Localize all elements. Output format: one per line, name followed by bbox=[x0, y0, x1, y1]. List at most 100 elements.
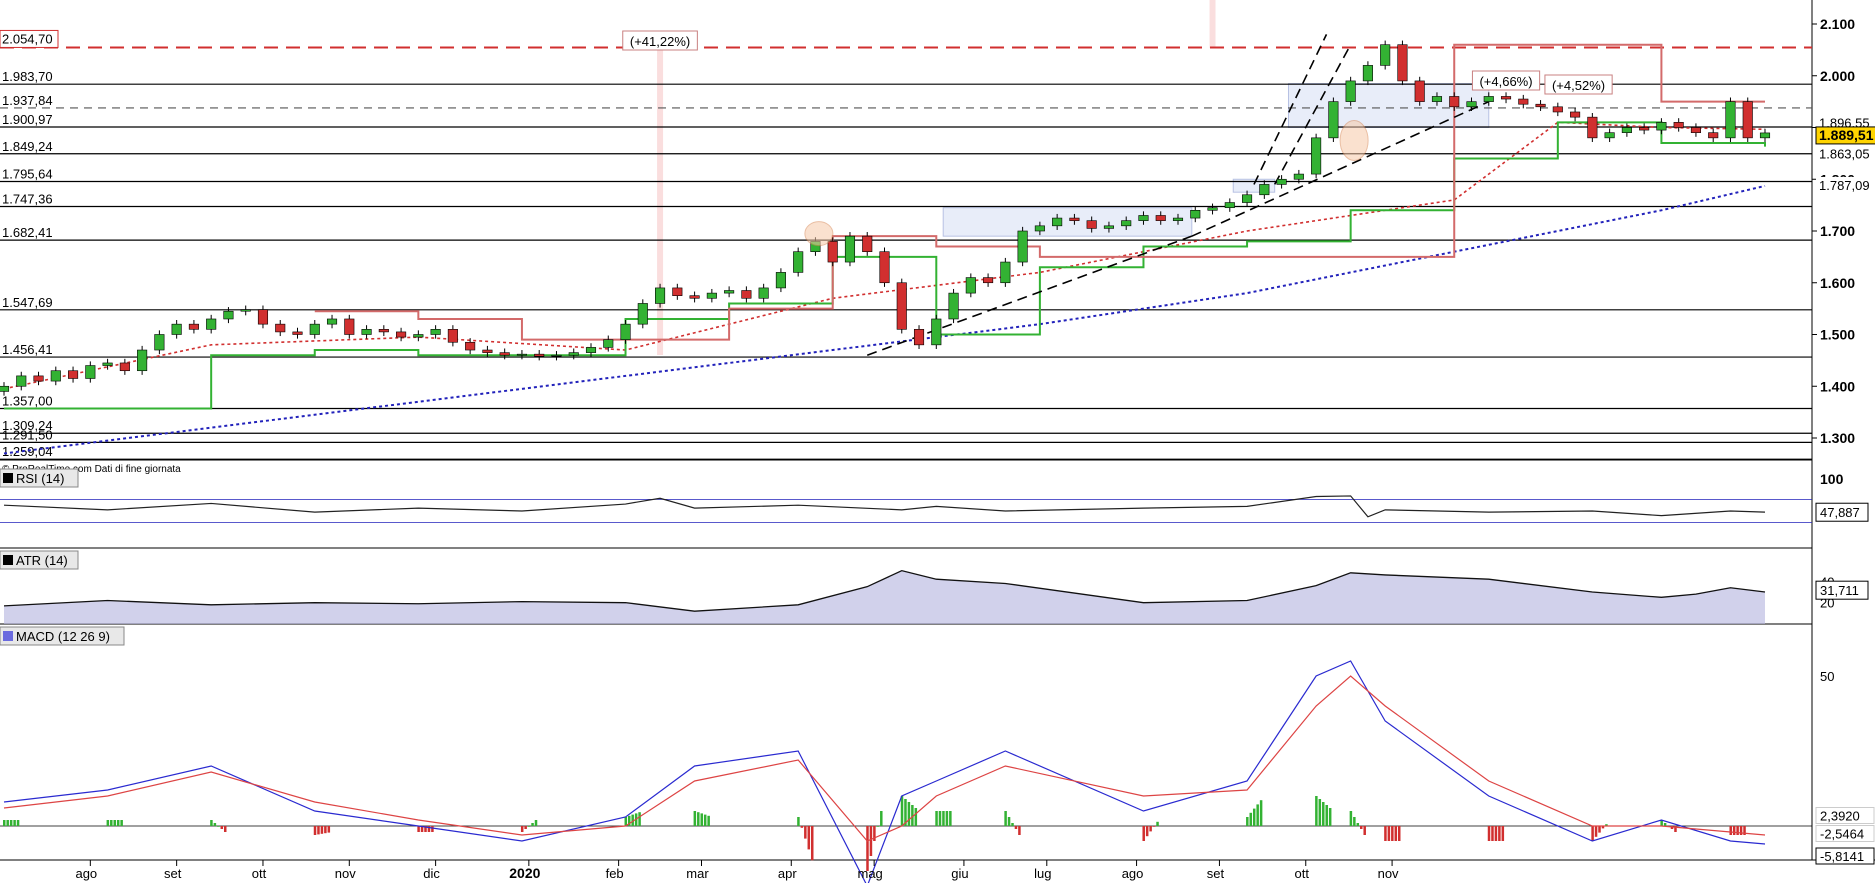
macd-value-box bbox=[1815, 847, 1875, 865]
candle-body bbox=[137, 349, 148, 372]
percent-annotation-box bbox=[1471, 70, 1541, 91]
candle-body bbox=[413, 334, 424, 338]
candle-body bbox=[1673, 122, 1684, 128]
price-level-label: 1.357,00 bbox=[2, 394, 53, 409]
atr-line bbox=[3, 569, 1766, 612]
candle-body bbox=[16, 375, 27, 387]
macd-histogram-bar bbox=[520, 826, 524, 832]
candle-body bbox=[775, 272, 786, 289]
candle-body bbox=[585, 347, 597, 353]
x-tick-label: feb bbox=[606, 866, 624, 881]
atr-area bbox=[4, 570, 1765, 624]
candle-body bbox=[1431, 96, 1443, 102]
macd-histogram-bar bbox=[6, 820, 9, 826]
price-value-box bbox=[1816, 176, 1875, 194]
macd-histogram-bar bbox=[16, 820, 20, 826]
candle-body bbox=[1587, 116, 1598, 139]
price-level-label: 1.259,04 bbox=[2, 444, 53, 459]
macd-title-box bbox=[0, 626, 125, 646]
candle-body bbox=[1017, 230, 1028, 263]
macd-histogram-bar bbox=[707, 815, 710, 826]
macd-histogram-bar bbox=[1601, 826, 1605, 829]
price-level-label: 2.054,70 bbox=[2, 31, 53, 46]
atr-title: ATR (14) bbox=[16, 553, 68, 568]
candle-body bbox=[361, 329, 372, 335]
macd-histogram-bar bbox=[317, 826, 320, 835]
price-value-label: 1.787,09 bbox=[1819, 178, 1870, 193]
macd-histogram-bar bbox=[116, 820, 120, 826]
candle-body bbox=[1725, 101, 1736, 139]
macd-histogram-bar bbox=[9, 820, 13, 826]
candle-body bbox=[1690, 127, 1701, 133]
candle-body bbox=[1034, 225, 1045, 232]
macd-value-box bbox=[1815, 807, 1875, 824]
macd-histogram-bar bbox=[213, 823, 217, 826]
highlight-band bbox=[1209, 0, 1216, 48]
candle-body bbox=[672, 287, 683, 296]
candle-body bbox=[1103, 225, 1114, 229]
candle-body bbox=[913, 329, 925, 346]
macd-histogram-bar bbox=[1487, 826, 1491, 841]
candle-body bbox=[499, 352, 510, 356]
x-tick-label: ago bbox=[1122, 866, 1144, 881]
macd-histogram-bar bbox=[1252, 808, 1256, 826]
macd-histogram-bar bbox=[880, 811, 883, 826]
percent-annotation-box bbox=[1544, 74, 1613, 95]
candle-body bbox=[154, 334, 165, 351]
macd-histogram-bar bbox=[1004, 811, 1007, 826]
macd-histogram-bar bbox=[120, 820, 123, 826]
candle-body bbox=[534, 353, 545, 357]
x-tick-label: set bbox=[164, 866, 182, 881]
price-level-label: 1.456,41 bbox=[2, 342, 53, 357]
macd-histogram-bar bbox=[1325, 805, 1328, 826]
macd-histogram-bar bbox=[900, 796, 904, 826]
macd-histogram-bar bbox=[627, 815, 631, 826]
price-level-label: 1.849,24 bbox=[2, 139, 53, 154]
candle-body bbox=[965, 277, 976, 294]
macd-tick-label: 50 bbox=[1820, 669, 1834, 684]
rsi-title-box bbox=[0, 468, 79, 488]
price-level-label: 1.682,41 bbox=[2, 225, 53, 240]
candle-body bbox=[1466, 101, 1477, 108]
macd-histogram-bar bbox=[113, 820, 116, 826]
trend-line bbox=[1191, 100, 1490, 237]
candle-body bbox=[1242, 194, 1253, 203]
macd-histogram-bar bbox=[1322, 802, 1325, 826]
candle-body bbox=[655, 287, 666, 304]
macd-histogram-bar bbox=[427, 826, 431, 832]
macd-histogram-bar bbox=[13, 820, 16, 826]
candle-body bbox=[430, 329, 441, 335]
macd-signal-line bbox=[3, 675, 1766, 842]
highlight-circle bbox=[804, 221, 834, 247]
macd-histogram-bar bbox=[320, 826, 324, 834]
macd-histogram-bar bbox=[1249, 812, 1253, 826]
candle-body bbox=[931, 318, 942, 346]
candle-body bbox=[603, 339, 614, 348]
price-value-box bbox=[1815, 126, 1875, 145]
candle-body bbox=[879, 251, 890, 284]
highlight-band bbox=[657, 40, 664, 355]
candle-body bbox=[1449, 96, 1460, 108]
price-value-box bbox=[1816, 145, 1875, 163]
price-level-label-box bbox=[0, 29, 59, 48]
candle-body bbox=[223, 310, 234, 320]
candle-body bbox=[50, 370, 61, 382]
candle-body bbox=[33, 375, 44, 382]
candle-body bbox=[1138, 215, 1149, 221]
price-level-label: 1.291,50 bbox=[2, 427, 53, 442]
candle-body bbox=[724, 290, 735, 294]
candle-body bbox=[1483, 96, 1494, 102]
macd-histogram-bar bbox=[800, 826, 804, 828]
macd-value-box bbox=[1815, 825, 1875, 842]
x-tick-label: dic bbox=[423, 866, 440, 881]
candle-body bbox=[1414, 80, 1425, 102]
macd-histogram-bar bbox=[624, 817, 628, 826]
x-tick-label: ott bbox=[1295, 866, 1310, 881]
macd-histogram-bar bbox=[1360, 826, 1363, 829]
x-tick-label: nov bbox=[1378, 866, 1399, 881]
candle-body bbox=[1121, 220, 1132, 227]
rsi-tick-label: 100 bbox=[1820, 471, 1844, 487]
macd-histogram-bar bbox=[1605, 824, 1608, 826]
candle-body bbox=[948, 292, 959, 320]
